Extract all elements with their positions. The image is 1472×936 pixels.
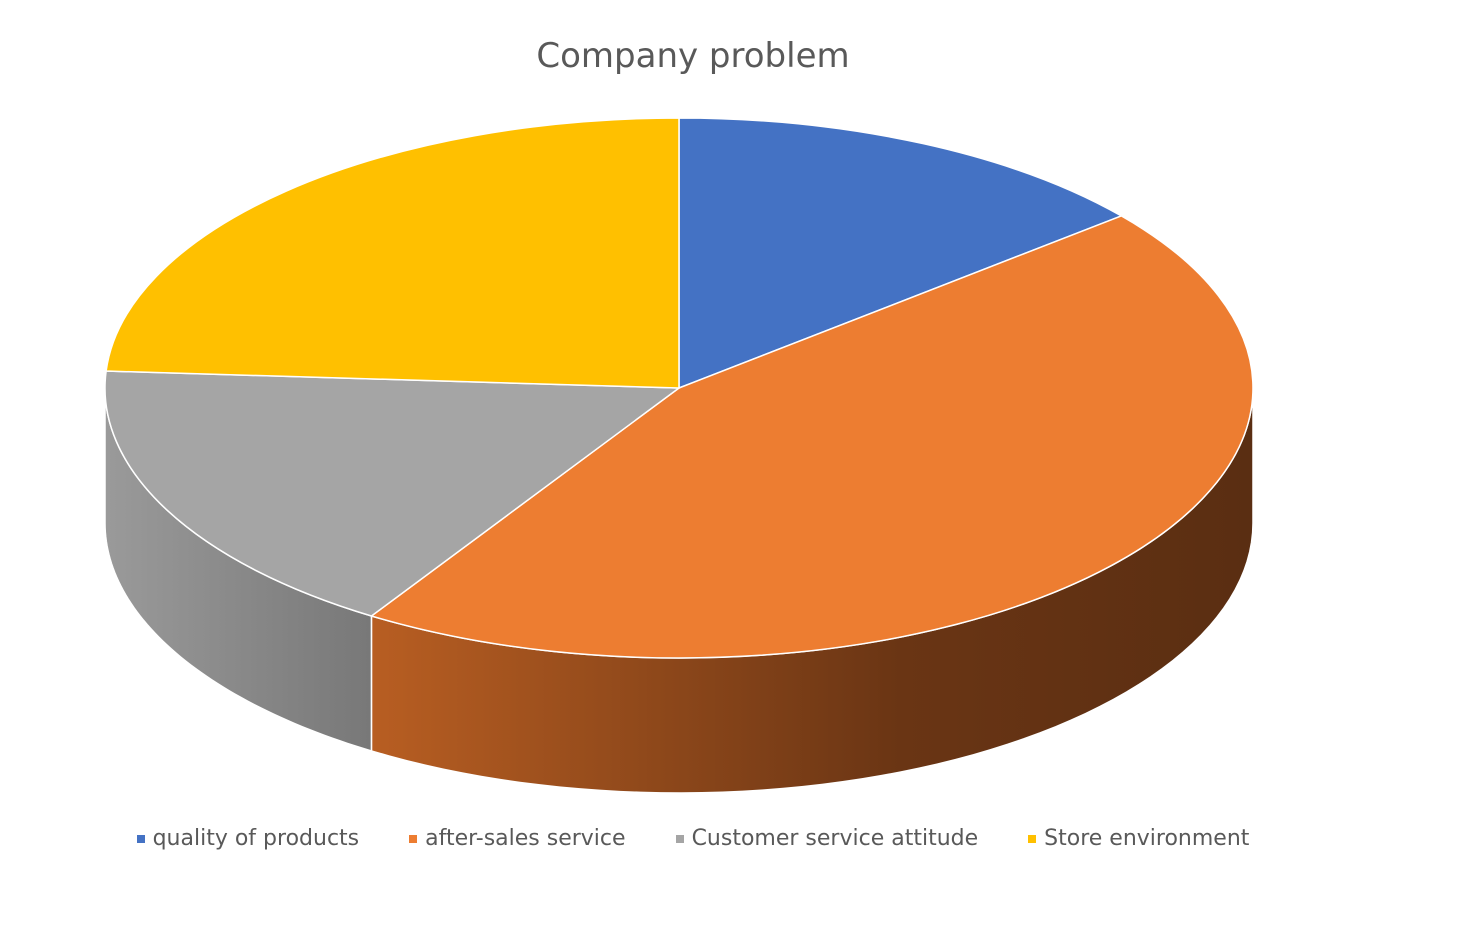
chart-title: Company problem <box>536 36 850 76</box>
legend-item-after-sales-service: after-sales service <box>409 826 626 851</box>
legend-item-quality-of-products: quality of products <box>136 826 360 851</box>
legend-label: quality of products <box>152 826 360 851</box>
legend: quality of products after-sales service … <box>0 826 1386 851</box>
legend-swatch <box>409 834 418 843</box>
legend-item-customer-service-attitude: Customer service attitude <box>675 826 979 851</box>
legend-label: Store environment <box>1044 826 1250 851</box>
legend-label: Customer service attitude <box>691 826 979 851</box>
pie-top-layer <box>104 117 1254 659</box>
legend-swatch <box>675 834 684 843</box>
legend-label: after-sales service <box>425 826 626 851</box>
pie-slice-customer-service-attitude <box>104 370 682 617</box>
pie-slice-after-sales-service <box>369 215 1254 659</box>
pie-slice-store-environment <box>105 117 680 389</box>
pie-slice-quality-of-products <box>678 117 1124 390</box>
legend-swatch <box>136 834 145 843</box>
legend-item-store-environment: Store environment <box>1028 826 1249 851</box>
legend-swatch <box>1028 834 1037 843</box>
